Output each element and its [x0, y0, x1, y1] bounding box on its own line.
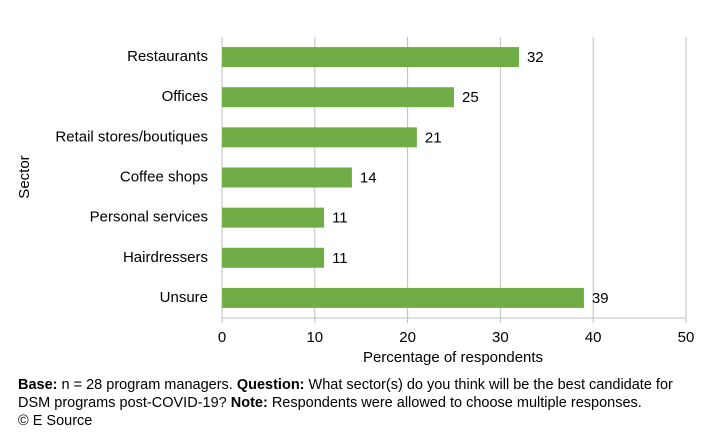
data-label: 39: [592, 290, 609, 307]
data-label: 11: [332, 210, 348, 227]
y-tick-label: Hairdressers: [123, 249, 208, 266]
footnote-text: n = 28 program managers.: [61, 377, 233, 393]
y-axis-title: Sector: [16, 155, 33, 198]
bar: [222, 287, 584, 308]
y-tick-label: Personal services: [90, 209, 208, 226]
bar: [222, 47, 519, 68]
data-label: 21: [425, 129, 442, 146]
y-tick-label: Unsure: [160, 289, 208, 306]
chart: Percentage of respondents Sector 0 10 20 30…: [16, 37, 695, 366]
footnote-label: Note:: [230, 395, 268, 411]
x-tick-label: 20: [399, 329, 416, 346]
footnote: Base: n = 28 program managers. Question:…: [18, 376, 708, 430]
bar: [222, 247, 325, 268]
footnote-text: What sector(s) do you think will be the …: [18, 377, 673, 411]
footnote-label: Question:: [236, 377, 305, 393]
x-tick-label: 30: [492, 329, 509, 346]
x-tick-label: 50: [678, 329, 695, 346]
footnote-source: © E Source: [18, 413, 93, 429]
y-tick-label: Coffee shops: [120, 168, 208, 185]
x-tick-label: 10: [306, 329, 323, 346]
data-label: 14: [360, 169, 377, 186]
x-tick-label: 40: [585, 329, 602, 346]
data-label: 25: [462, 89, 479, 106]
data-label: 32: [527, 49, 544, 66]
data-label: 11: [332, 250, 348, 267]
x-axis-title: Percentage of respondents: [363, 349, 543, 366]
bar: [222, 167, 352, 188]
bar: [222, 127, 417, 148]
bar: [222, 207, 325, 228]
y-tick-label: Offices: [162, 88, 208, 105]
footnote-label: Base:: [18, 377, 58, 393]
bar: [222, 87, 454, 108]
y-tick-label: Retail stores/boutiques: [55, 128, 208, 145]
footnote-text: Respondents were allowed to choose multi…: [271, 395, 642, 411]
x-tick-label: 0: [218, 329, 226, 346]
y-tick-label: Restaurants: [127, 48, 208, 65]
